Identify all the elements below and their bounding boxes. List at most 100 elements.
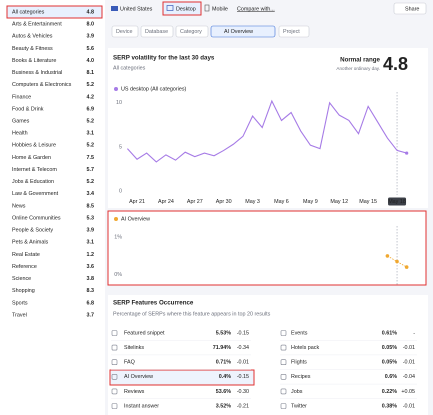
feature-change: -0.21 [237,403,249,409]
filter-pill[interactable] [175,25,209,38]
category-score: 5.7 [87,167,95,173]
category-name[interactable]: Computers & Electronics [12,82,72,88]
category-name[interactable]: Finance [12,94,31,100]
selected-category[interactable] [6,5,103,19]
category-name[interactable]: Games [12,119,30,125]
category-score: 4.8 [87,9,95,15]
x-tick-label: Apr 27 [187,199,203,205]
feature-icon [280,403,287,409]
series-line [126,99,407,163]
category-name[interactable]: Hobbies & Leisure [12,143,56,149]
category-name[interactable]: Shopping [12,288,35,294]
feature-change: +0.05 [401,389,415,395]
filter-pill-active[interactable] [210,25,276,38]
feature-icon [111,373,118,380]
desktop[interactable]: Desktop [176,6,196,12]
x-tick-label: Apr 30 [216,199,232,205]
score: 4.8 [383,54,408,74]
card-subtitle: All categories [113,65,146,71]
feature-value: 71.94% [213,345,231,351]
feature-value: 0.4% [219,374,231,380]
category-name[interactable]: Food & Drink [12,106,44,112]
feature-name: Recipes [291,374,311,380]
filter-pill[interactable] [111,25,139,38]
filter[interactable]: Database [145,29,168,35]
series-line [387,255,407,268]
category-score: 5.2 [87,143,95,149]
feature-icon [111,388,118,395]
share[interactable]: Share [405,6,419,12]
category-score: 8.1 [87,70,95,76]
feature-name: Events [291,330,308,336]
category-name[interactable]: Internet & Telecom [12,167,57,173]
x-tick-label: May 6 [274,199,289,205]
x-tick-label: May 12 [330,199,348,205]
share-button[interactable] [393,2,427,15]
feature-change: -0.01 [403,360,415,366]
desktop-icon [166,5,174,11]
mobile[interactable]: Mobile [212,6,228,12]
card-title: SERP volatility for the last 30 days [113,55,215,62]
point [395,259,399,264]
category-score: 3.9 [87,228,95,234]
filter[interactable]: Category [180,29,202,35]
category-name[interactable]: Books & Literature [12,58,56,64]
feature-value: 3.52% [216,403,231,409]
category-score: 5.2 [87,119,95,125]
category-name[interactable]: Real Estate [12,252,40,258]
feature-name: Twitter [291,403,307,409]
category-name[interactable]: Autos & Vehicles [12,34,53,40]
category-name[interactable]: All categories [12,9,45,15]
sidebar [0,0,105,415]
category-name[interactable]: Jobs & Education [12,179,54,185]
y-tick-label: 0% [114,272,122,278]
feature-name: Instant answer [124,403,159,409]
category-score: 3.8 [87,276,95,282]
category-name[interactable]: News [12,203,26,209]
legend-label: US desktop (All categories) [121,86,187,92]
category-score: 3.9 [87,34,95,40]
category-name[interactable]: Pets & Animals [12,240,49,246]
ai-overview-row[interactable] [109,369,255,386]
category-score: 5.3 [87,215,95,221]
legend-label: AI Overview [121,216,150,222]
category-score: 7.5 [87,155,95,161]
category-score: 4.0 [87,58,95,64]
point [405,151,409,155]
category-score: 5.2 [87,82,95,88]
x-tick-label: May 3 [245,199,260,205]
country[interactable]: United States [120,6,153,12]
category-score: 8.0 [87,22,95,28]
feature-change: -0.30 [237,389,249,395]
category-name[interactable]: Home & Garden [12,155,51,161]
category-list: All categories 4.8 Arts & Entertainment 8.0… [12,9,94,318]
category-name[interactable]: Science [12,276,31,282]
x-tick-label: Apr 21 [129,199,145,205]
category-name[interactable]: Sports [12,300,28,306]
feature-change: -0.01 [403,403,415,409]
feature-value: 0.38% [382,403,397,409]
feature-icon [280,359,287,366]
filter-pill[interactable] [278,25,310,38]
category-name[interactable]: Beauty & Fitness [12,46,53,52]
category-name[interactable]: Health [12,131,28,137]
feature-value: 53.6% [216,389,231,395]
feature-icon [111,359,118,366]
category-name[interactable]: Business & Industrial [12,70,62,76]
category-name[interactable]: Reference [12,264,37,270]
category-name[interactable]: Law & Government [12,191,59,197]
category-name[interactable]: Online Communities [12,215,61,221]
category-score: 5.6 [87,46,95,52]
feature-name: Featured snippet [124,330,165,336]
filter[interactable]: Project [283,29,300,35]
category-name[interactable]: Travel [12,312,27,318]
features-title: SERP Features Occurrence [113,300,194,307]
filter[interactable]: Device [116,29,132,35]
category-score: 1.2 [87,252,95,258]
filter-pill[interactable] [140,25,174,38]
category-score: 6.8 [87,300,95,306]
compare[interactable]: Compare with... [237,6,275,12]
filter[interactable]: AI Overview [224,29,253,35]
category-name[interactable]: People & Society [12,228,53,234]
category-name[interactable]: Arts & Entertainment [12,22,62,28]
